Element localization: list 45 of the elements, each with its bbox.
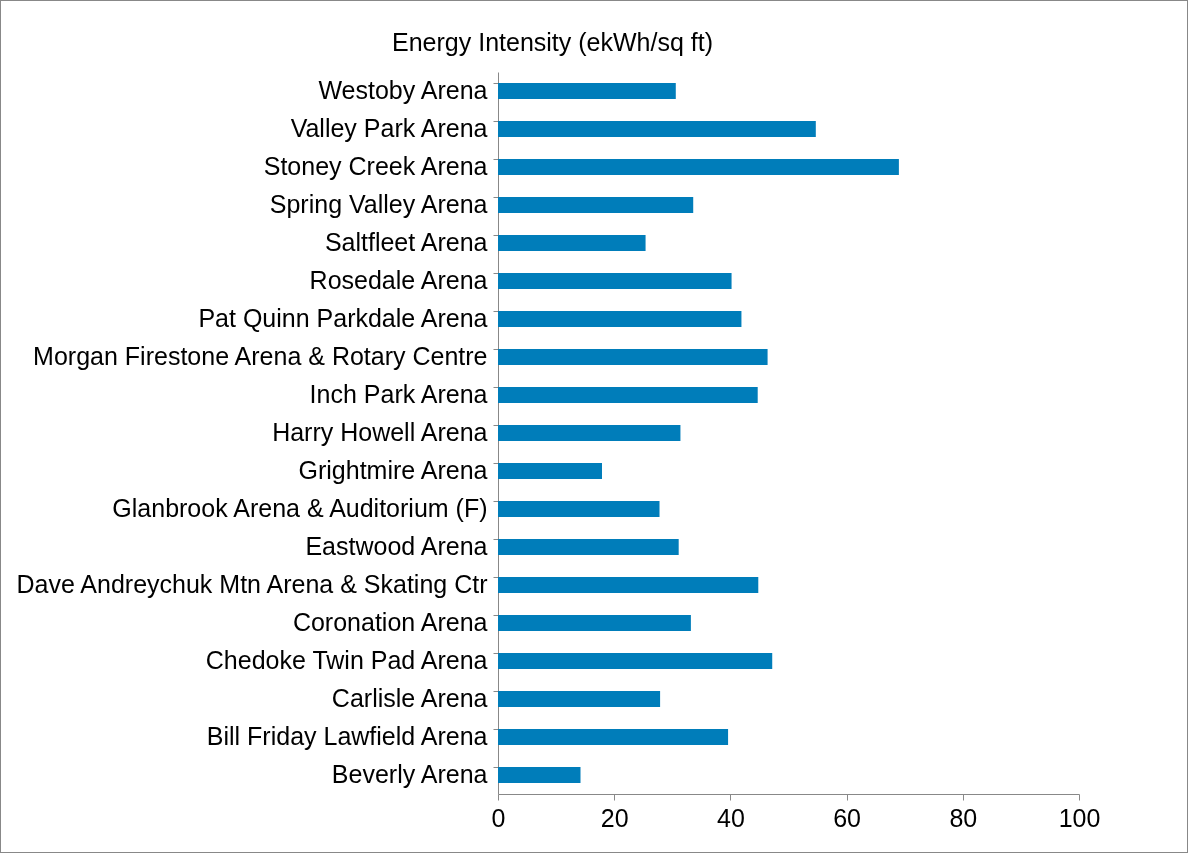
y-tick-label: Carlisle Arena: [331, 684, 488, 712]
bar: [498, 463, 602, 479]
bar: [498, 691, 661, 707]
bar: [498, 197, 694, 213]
y-tick-label: Bill Friday Lawfield Arena: [206, 722, 488, 750]
x-tick-label: 20: [600, 803, 629, 832]
bar: [498, 159, 899, 175]
y-tick-label: Saltfleet Arena: [324, 228, 488, 256]
y-tick-label: Dave Andreychuk Mtn Arena & Skating Ctr: [16, 570, 488, 598]
x-tick-label: 60: [833, 803, 862, 832]
x-tick-label: 0: [491, 803, 506, 832]
y-tick-label: Spring Valley Arena: [269, 190, 488, 218]
y-tick-label: Harry Howell Arena: [272, 418, 488, 446]
bar: [498, 387, 758, 403]
y-tick-label: Inch Park Arena: [309, 380, 488, 408]
x-tick-label: 80: [949, 803, 978, 832]
chart-title: Energy Intensity (ekWh/sq ft): [392, 28, 713, 56]
y-tick-label: Coronation Arena: [292, 608, 488, 636]
y-tick-label: Glanbrook Arena & Auditorium (F): [112, 494, 488, 522]
bar: [498, 121, 816, 137]
y-tick-label: Valley Park Arena: [290, 114, 488, 142]
bar: [498, 311, 742, 327]
x-tick-label: 40: [716, 803, 745, 832]
bar: [498, 653, 773, 669]
bar: [498, 729, 729, 745]
bar: [498, 577, 759, 593]
bar: [498, 501, 660, 517]
y-tick-label: Stoney Creek Arena: [263, 152, 488, 180]
x-tick-label: 100: [1058, 803, 1101, 832]
y-tick-label: Rosedale Arena: [309, 266, 488, 294]
y-tick-label: Grightmire Arena: [298, 456, 488, 484]
bar: [498, 83, 676, 99]
bar: [498, 273, 732, 289]
y-tick-label: Beverly Arena: [331, 760, 488, 788]
y-tick-label: Eastwood Arena: [305, 532, 488, 560]
bar: [498, 349, 768, 365]
y-tick-label: Westoby Arena: [318, 76, 488, 104]
bar: [498, 425, 681, 441]
bar: [498, 767, 581, 783]
bar: [498, 235, 646, 251]
y-tick-label: Pat Quinn Parkdale Arena: [198, 304, 488, 332]
y-tick-label: Chedoke Twin Pad Arena: [205, 646, 488, 674]
bar: [498, 615, 691, 631]
bar: [498, 539, 679, 555]
y-tick-label: Morgan Firestone Arena & Rotary Centre: [33, 342, 488, 370]
